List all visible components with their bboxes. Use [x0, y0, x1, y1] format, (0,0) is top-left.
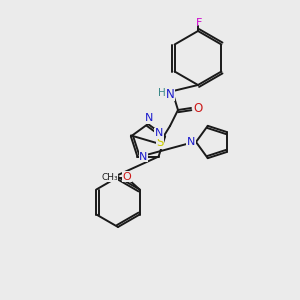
- Text: S: S: [156, 136, 164, 148]
- Text: H: H: [158, 88, 166, 98]
- Text: N: N: [166, 88, 174, 100]
- Text: CH₃: CH₃: [101, 173, 118, 182]
- Text: F: F: [196, 18, 202, 28]
- Text: O: O: [122, 172, 131, 182]
- Text: N: N: [139, 152, 148, 162]
- Text: O: O: [194, 101, 202, 115]
- Text: N: N: [155, 128, 163, 138]
- Text: N: N: [187, 137, 195, 147]
- Text: N: N: [145, 113, 153, 123]
